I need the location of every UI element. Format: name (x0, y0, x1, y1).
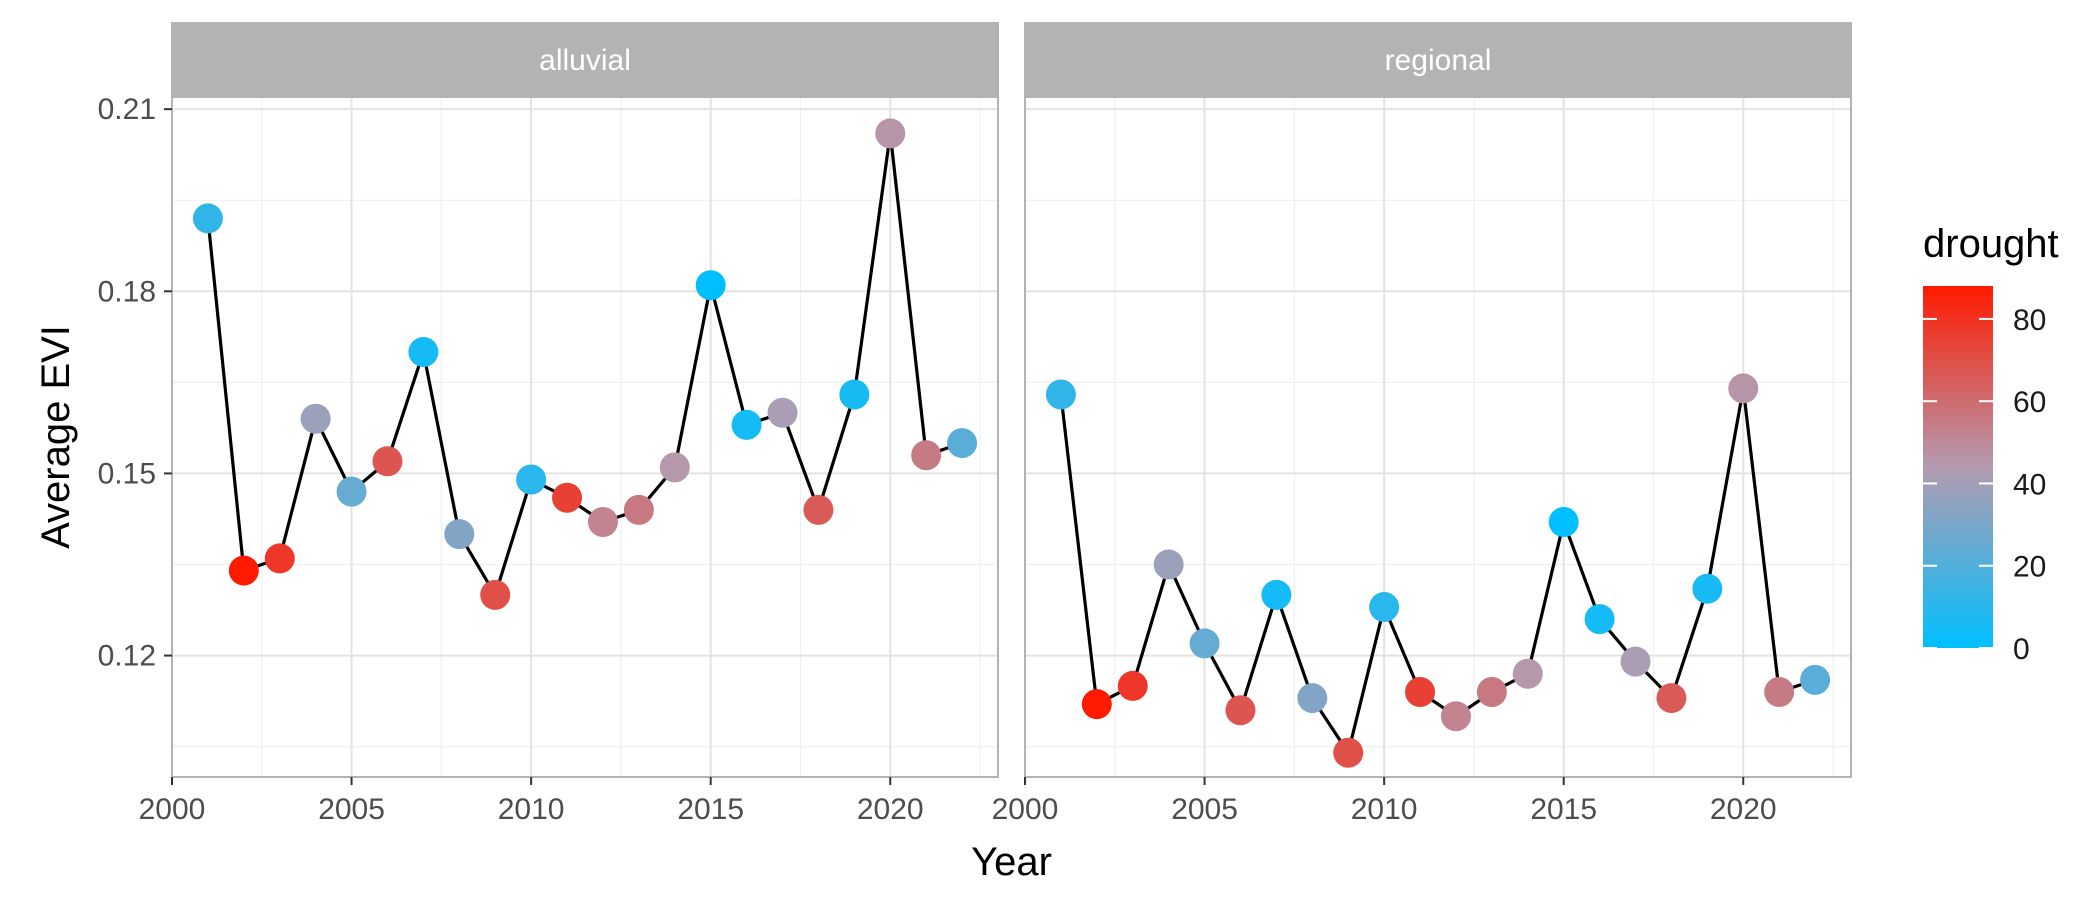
data-point (1584, 604, 1615, 635)
data-point (1656, 683, 1687, 714)
x-tick-label: 2015 (677, 793, 744, 826)
x-tick-label: 2000 (139, 793, 206, 826)
data-point (1261, 579, 1292, 610)
x-tick-label: 2015 (1530, 793, 1597, 826)
legend-tick-label: 40 (2013, 468, 2046, 501)
x-tick-label: 2005 (1171, 793, 1238, 826)
data-point (1189, 628, 1220, 659)
data-point (228, 555, 259, 586)
data-point (1333, 737, 1364, 768)
panel-background (1025, 97, 1851, 777)
data-point (192, 203, 223, 234)
facet-strip (171, 22, 999, 98)
data-point (731, 409, 762, 440)
data-point (264, 543, 295, 574)
data-point (1764, 677, 1795, 707)
facet-strip-label: alluvial (539, 44, 631, 77)
data-point (1800, 664, 1831, 695)
y-tick-label: 0.21 (98, 93, 156, 126)
facet-panel-alluvial: alluvial (171, 22, 999, 778)
x-tick-label: 2010 (498, 793, 565, 826)
x-tick-label: 2005 (318, 793, 385, 826)
data-point (911, 440, 942, 471)
data-point (1405, 677, 1436, 707)
legend-title: drought (1923, 222, 2059, 266)
data-point (587, 507, 618, 537)
data-point (444, 519, 475, 550)
x-axis-regional: 2000 2005 2010 2015 2020 (992, 777, 1777, 826)
series-line-regional (1059, 386, 1816, 755)
data-point (552, 482, 583, 513)
series-line-alluvial (206, 131, 963, 597)
x-axes: 2000 2005 2010 2015 2020 2000 2005 2010 2015 2020 (139, 777, 1777, 826)
data-point (1081, 689, 1112, 720)
data-point (839, 379, 870, 410)
data-point (1117, 670, 1148, 701)
x-tick-label: 2020 (1710, 793, 1777, 826)
data-point (875, 118, 906, 149)
panel-background (172, 97, 998, 777)
data-point (1225, 695, 1256, 726)
data-point (1297, 683, 1328, 714)
x-axis-alluvial: 2000 2005 2010 2015 2020 (139, 777, 924, 826)
legend-tick-label: 20 (2013, 551, 2046, 584)
x-axis-title: Year (971, 840, 1052, 884)
drought-color-legend: drought 0 20 40 60 80 (1923, 222, 2059, 666)
data-point (803, 494, 834, 525)
data-point (480, 579, 511, 610)
data-point (516, 464, 547, 495)
facet-strip (1024, 22, 1852, 98)
data-point (1728, 373, 1759, 404)
data-point (947, 428, 978, 459)
data-point (408, 337, 439, 367)
data-point (1620, 646, 1651, 677)
data-point (767, 397, 798, 428)
data-point (1045, 379, 1076, 410)
y-axis: 0.12 0.15 0.18 0.21 (98, 93, 172, 673)
legend-tick-label: 0 (2013, 633, 2030, 666)
y-tick-label: 0.12 (98, 640, 156, 673)
data-point (1153, 549, 1184, 580)
y-tick-label: 0.18 (98, 275, 156, 308)
data-point (1369, 592, 1400, 622)
data-point (1548, 507, 1579, 537)
data-point (1476, 677, 1507, 707)
data-point (623, 494, 654, 525)
y-tick-label: 0.15 (98, 457, 156, 490)
data-point (300, 403, 331, 434)
data-point (372, 446, 403, 477)
data-point (1440, 701, 1471, 732)
data-point (336, 476, 367, 507)
data-point (659, 452, 690, 483)
facet-strip-label: regional (1385, 44, 1492, 77)
facet-panel-regional: regional (1024, 22, 1852, 778)
x-tick-label: 2010 (1351, 793, 1418, 826)
data-point (1512, 658, 1543, 689)
facet-panels: alluvial regional (171, 22, 1852, 778)
legend-tick-label: 60 (2013, 386, 2046, 419)
x-tick-label: 2000 (992, 793, 1059, 826)
data-point (1692, 573, 1723, 604)
x-tick-label: 2020 (857, 793, 924, 826)
y-axis-title: Average EVI (34, 325, 78, 549)
legend-tick-label: 80 (2013, 304, 2046, 337)
data-point (695, 270, 726, 301)
legend-colorbar (1923, 286, 1993, 648)
